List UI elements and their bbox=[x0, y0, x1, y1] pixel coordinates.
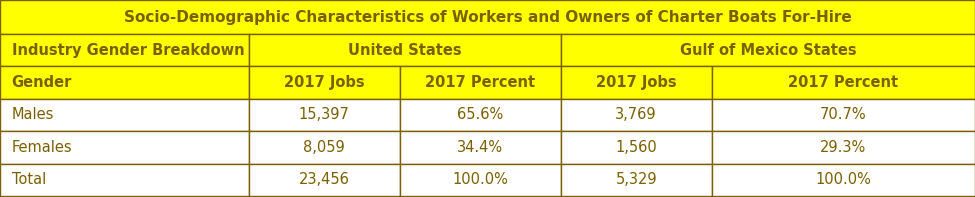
Bar bbox=[712, 164, 975, 196]
Text: Gender: Gender bbox=[12, 75, 72, 90]
Text: 2017 Percent: 2017 Percent bbox=[425, 75, 535, 90]
Bar bbox=[249, 66, 400, 98]
Bar bbox=[712, 131, 975, 164]
Text: 100.0%: 100.0% bbox=[452, 172, 508, 187]
Text: 2017 Jobs: 2017 Jobs bbox=[596, 75, 677, 90]
Bar bbox=[400, 98, 561, 131]
Bar bbox=[712, 66, 975, 98]
Bar bbox=[0, 0, 975, 34]
Text: Gulf of Mexico States: Gulf of Mexico States bbox=[680, 43, 856, 58]
Bar bbox=[400, 66, 561, 98]
Text: 100.0%: 100.0% bbox=[815, 172, 872, 187]
Text: 5,329: 5,329 bbox=[615, 172, 657, 187]
Bar bbox=[400, 164, 561, 196]
Text: Total: Total bbox=[12, 172, 46, 187]
Bar bbox=[400, 131, 561, 164]
Bar bbox=[0, 131, 249, 164]
Bar bbox=[712, 98, 975, 131]
Bar bbox=[561, 34, 975, 66]
Bar bbox=[249, 131, 400, 164]
Bar bbox=[249, 98, 400, 131]
Text: United States: United States bbox=[348, 43, 461, 58]
Text: Socio-Demographic Characteristics of Workers and Owners of Charter Boats For-Hir: Socio-Demographic Characteristics of Wor… bbox=[124, 10, 851, 25]
Bar bbox=[561, 98, 712, 131]
Text: 2017 Percent: 2017 Percent bbox=[789, 75, 898, 90]
Text: 29.3%: 29.3% bbox=[820, 140, 867, 155]
Bar bbox=[0, 34, 249, 66]
Text: 2017 Jobs: 2017 Jobs bbox=[284, 75, 365, 90]
Bar bbox=[0, 164, 249, 196]
Text: Males: Males bbox=[12, 107, 54, 122]
Text: 3,769: 3,769 bbox=[615, 107, 657, 122]
Bar bbox=[249, 164, 400, 196]
Text: 65.6%: 65.6% bbox=[457, 107, 503, 122]
Text: 1,560: 1,560 bbox=[615, 140, 657, 155]
Bar bbox=[561, 66, 712, 98]
Bar bbox=[561, 131, 712, 164]
Text: 8,059: 8,059 bbox=[303, 140, 345, 155]
Text: Industry Gender Breakdown: Industry Gender Breakdown bbox=[12, 43, 245, 58]
Bar bbox=[0, 98, 249, 131]
Text: Females: Females bbox=[12, 140, 72, 155]
Bar bbox=[561, 164, 712, 196]
Bar bbox=[0, 66, 249, 98]
Text: 15,397: 15,397 bbox=[298, 107, 350, 122]
Text: 70.7%: 70.7% bbox=[820, 107, 867, 122]
Text: 23,456: 23,456 bbox=[298, 172, 350, 187]
Text: 34.4%: 34.4% bbox=[457, 140, 503, 155]
Bar bbox=[249, 34, 561, 66]
